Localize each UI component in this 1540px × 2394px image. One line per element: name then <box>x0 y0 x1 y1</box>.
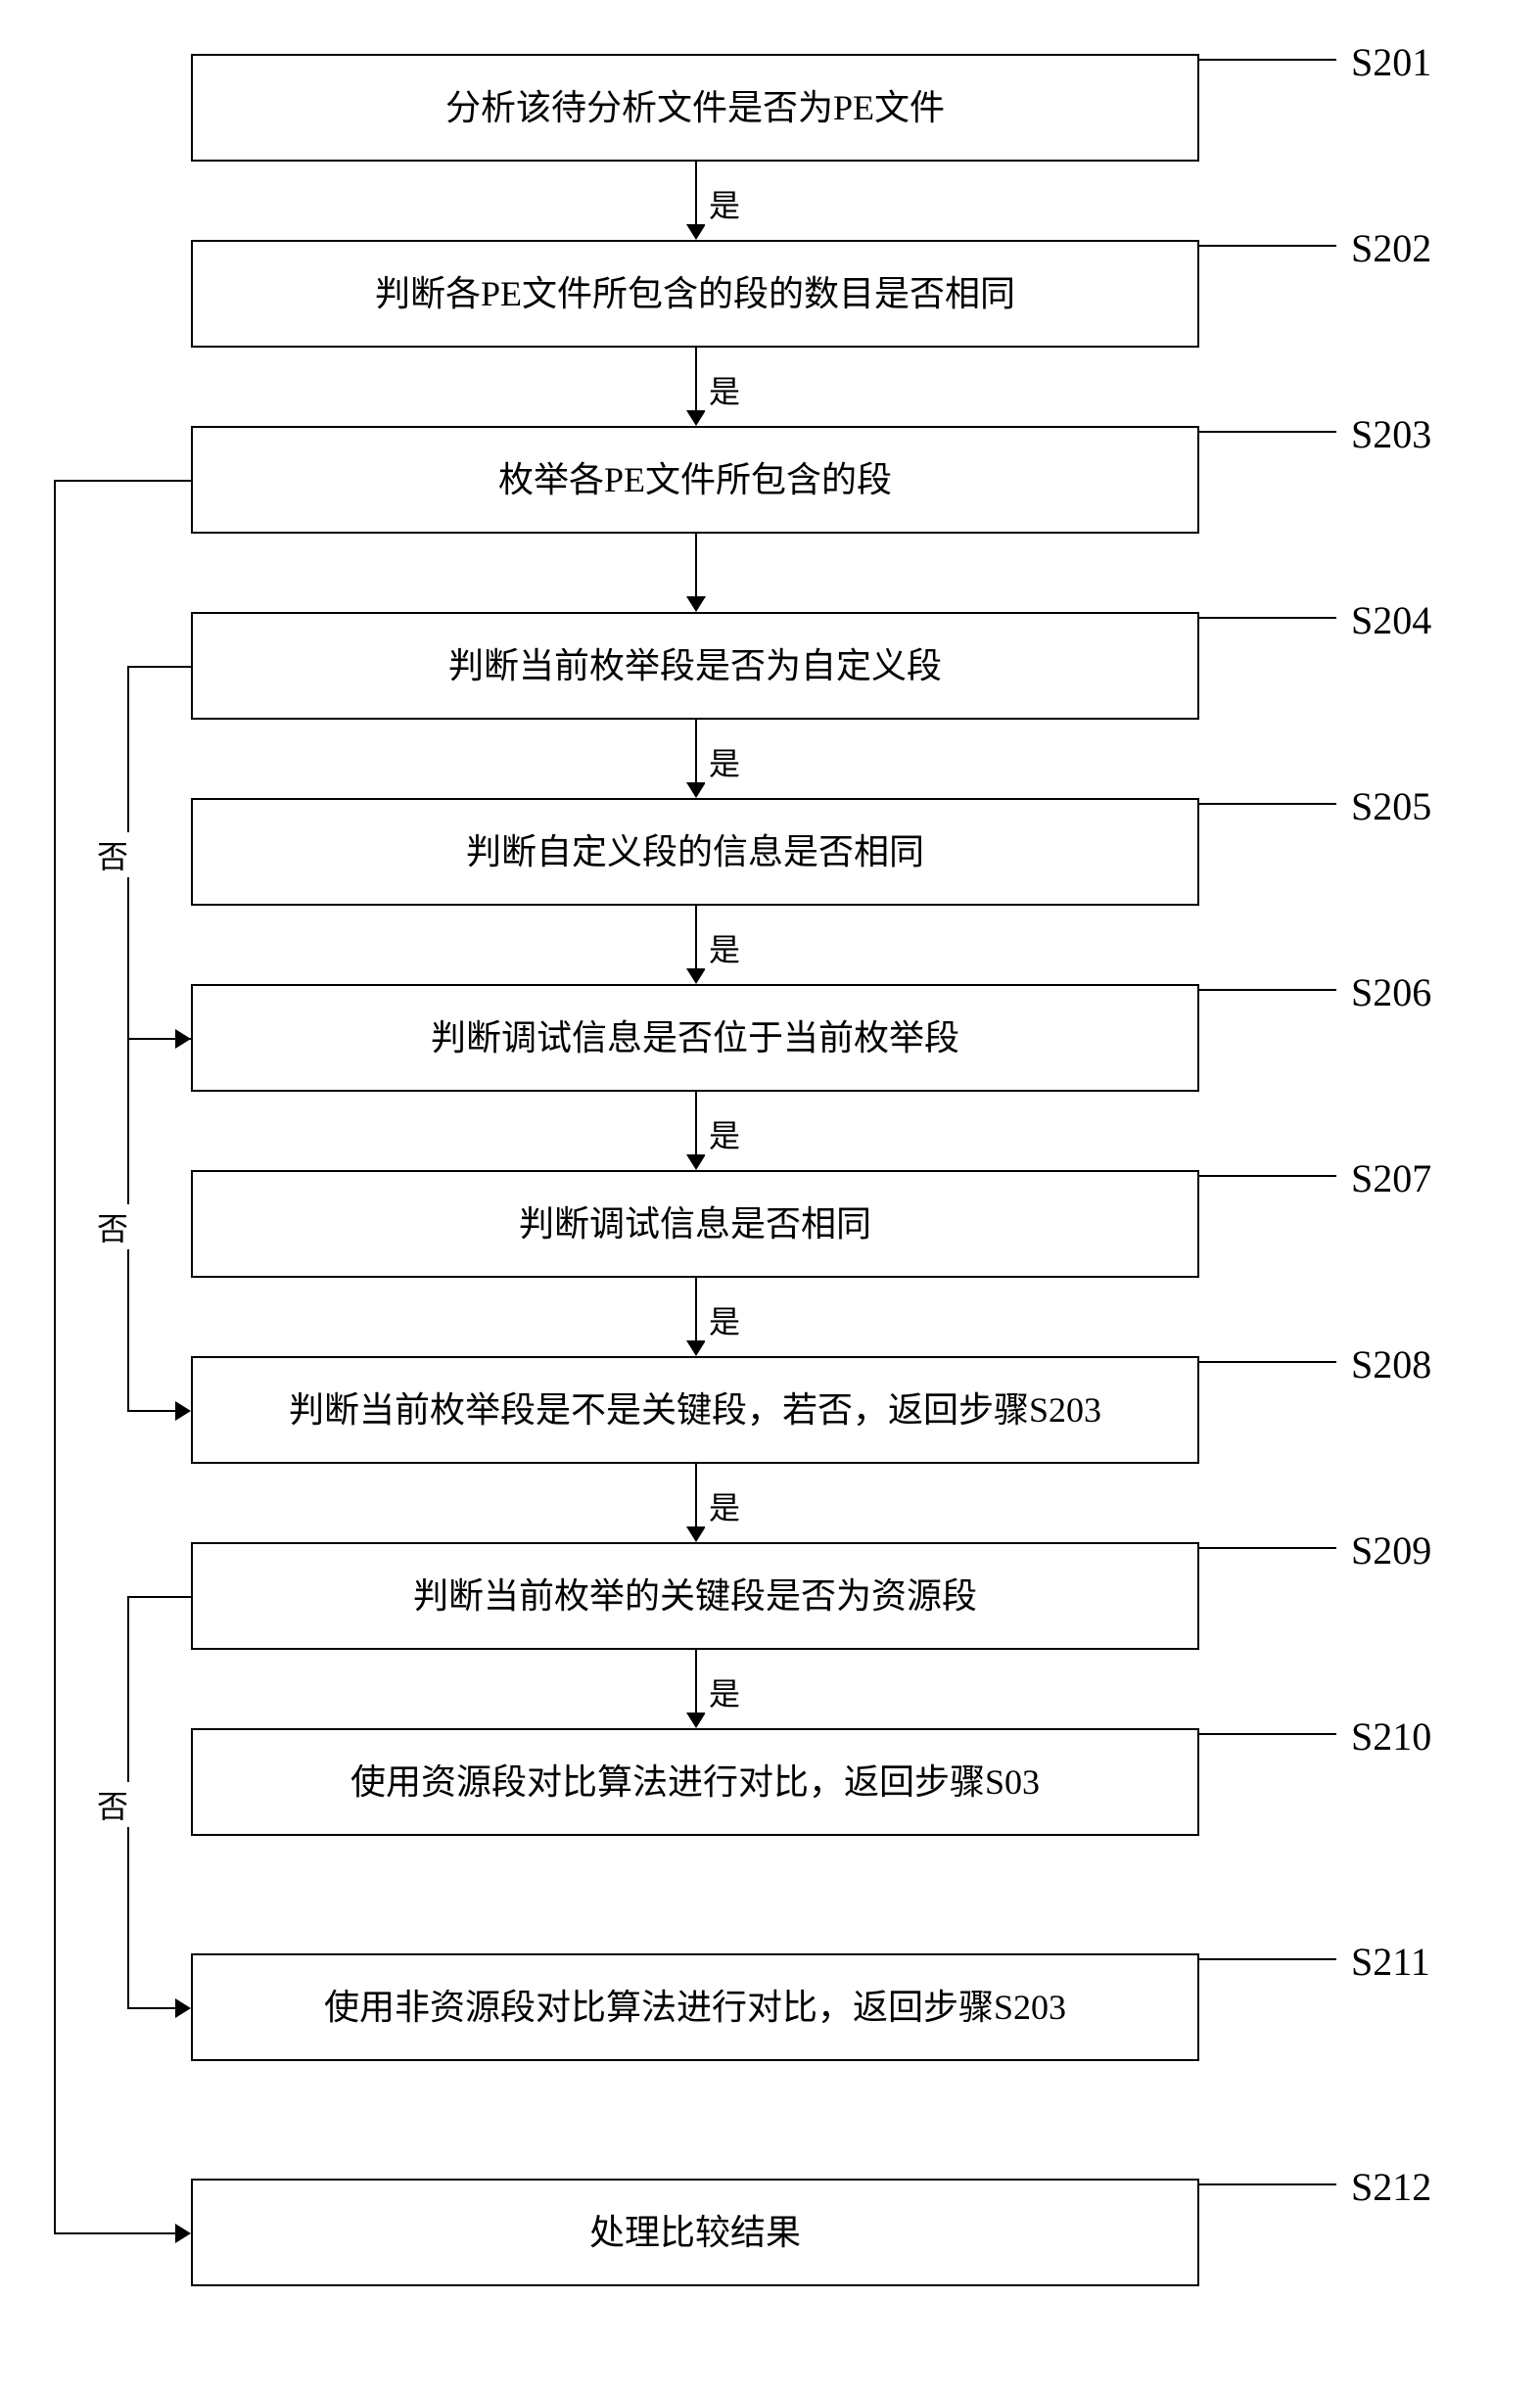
leader-line <box>1199 1733 1336 1735</box>
leader-line <box>1199 431 1336 433</box>
step-text: 使用资源段对比算法进行对比，返回步骤S03 <box>350 1760 1040 1806</box>
edge-label-yes: 是 <box>705 367 744 412</box>
step-text: 判断调试信息是否位于当前枚举段 <box>431 1015 959 1061</box>
label-S207: S207 <box>1351 1155 1431 1201</box>
leader-line <box>1199 1361 1336 1363</box>
loop-line-outer <box>54 480 191 482</box>
step-text: 枚举各PE文件所包含的段 <box>498 457 892 503</box>
step-S211: 使用非资源段对比算法进行对比，返回步骤S203 <box>191 1953 1199 2061</box>
step-S202: 判断各PE文件所包含的段的数目是否相同 <box>191 240 1199 348</box>
step-text: 使用非资源段对比算法进行对比，返回步骤S203 <box>324 1985 1066 2031</box>
loop-line <box>127 1596 191 1598</box>
step-S210: 使用资源段对比算法进行对比，返回步骤S03 <box>191 1728 1199 1836</box>
leader-line <box>1199 245 1336 247</box>
label-S204: S204 <box>1351 597 1431 643</box>
loop-line <box>127 1038 191 1040</box>
step-S207: 判断调试信息是否相同 <box>191 1170 1199 1278</box>
loop-arrow <box>127 1410 189 1412</box>
label-S201: S201 <box>1351 39 1431 85</box>
leader-line <box>1199 989 1336 991</box>
label-S212: S212 <box>1351 2164 1431 2210</box>
edge-label-yes: 是 <box>705 925 744 970</box>
edge-label-yes: 是 <box>705 1111 744 1156</box>
label-S203: S203 <box>1351 411 1431 457</box>
label-S209: S209 <box>1351 1527 1431 1573</box>
label-S206: S206 <box>1351 969 1431 1015</box>
edge-label-no: 否 <box>93 1782 132 1827</box>
label-S210: S210 <box>1351 1713 1431 1760</box>
label-S202: S202 <box>1351 225 1431 271</box>
loop-arrow <box>127 2007 189 2009</box>
step-text: 判断调试信息是否相同 <box>519 1201 871 1247</box>
step-S212: 处理比较结果 <box>191 2179 1199 2286</box>
arrow-down <box>695 1092 697 1168</box>
leader-line <box>1199 1547 1336 1549</box>
flowchart-container: 分析该待分析文件是否为PE文件 判断各PE文件所包含的段的数目是否相同 枚举各P… <box>0 0 1540 2394</box>
arrow-down <box>695 1278 697 1354</box>
arrow-down <box>695 720 697 796</box>
arrow-down <box>695 534 697 610</box>
step-text: 判断当前枚举的关键段是否为资源段 <box>413 1573 977 1619</box>
step-S203: 枚举各PE文件所包含的段 <box>191 426 1199 534</box>
step-S204: 判断当前枚举段是否为自定义段 <box>191 612 1199 720</box>
loop-line <box>127 666 191 668</box>
step-S208: 判断当前枚举段是不是关键段，若否，返回步骤S203 <box>191 1356 1199 1464</box>
leader-line <box>1199 803 1336 805</box>
edge-label-no: 否 <box>93 832 132 877</box>
leader-line <box>1199 1958 1336 1960</box>
edge-label-no: 否 <box>93 1204 132 1249</box>
label-S211: S211 <box>1351 1939 1430 1985</box>
leader-line <box>1199 2183 1336 2185</box>
label-S208: S208 <box>1351 1341 1431 1387</box>
step-text: 分析该待分析文件是否为PE文件 <box>445 85 945 131</box>
step-text: 判断当前枚举段是否为自定义段 <box>448 643 942 689</box>
step-S205: 判断自定义段的信息是否相同 <box>191 798 1199 906</box>
step-S206: 判断调试信息是否位于当前枚举段 <box>191 984 1199 1092</box>
loop-arrow-outer <box>54 2232 189 2234</box>
step-text: 判断自定义段的信息是否相同 <box>466 829 924 875</box>
edge-label-yes: 是 <box>705 1297 744 1342</box>
edge-label-yes: 是 <box>705 181 744 226</box>
edge-label-yes: 是 <box>705 1669 744 1714</box>
step-text: 判断当前枚举段是不是关键段，若否，返回步骤S203 <box>289 1387 1101 1433</box>
leader-line <box>1199 1175 1336 1177</box>
arrow-down <box>695 1464 697 1540</box>
step-S201: 分析该待分析文件是否为PE文件 <box>191 54 1199 162</box>
edge-label-yes: 是 <box>705 1483 744 1528</box>
arrow-down <box>695 162 697 238</box>
arrow-down <box>695 1650 697 1726</box>
leader-line <box>1199 617 1336 619</box>
step-S209: 判断当前枚举的关键段是否为资源段 <box>191 1542 1199 1650</box>
arrow-down <box>695 906 697 982</box>
edge-label-yes: 是 <box>705 739 744 784</box>
loop-line-outer <box>54 480 56 2232</box>
step-text: 处理比较结果 <box>589 2210 801 2256</box>
arrow-down <box>695 348 697 424</box>
leader-line <box>1199 59 1336 61</box>
step-text: 判断各PE文件所包含的段的数目是否相同 <box>375 271 1015 317</box>
label-S205: S205 <box>1351 783 1431 829</box>
